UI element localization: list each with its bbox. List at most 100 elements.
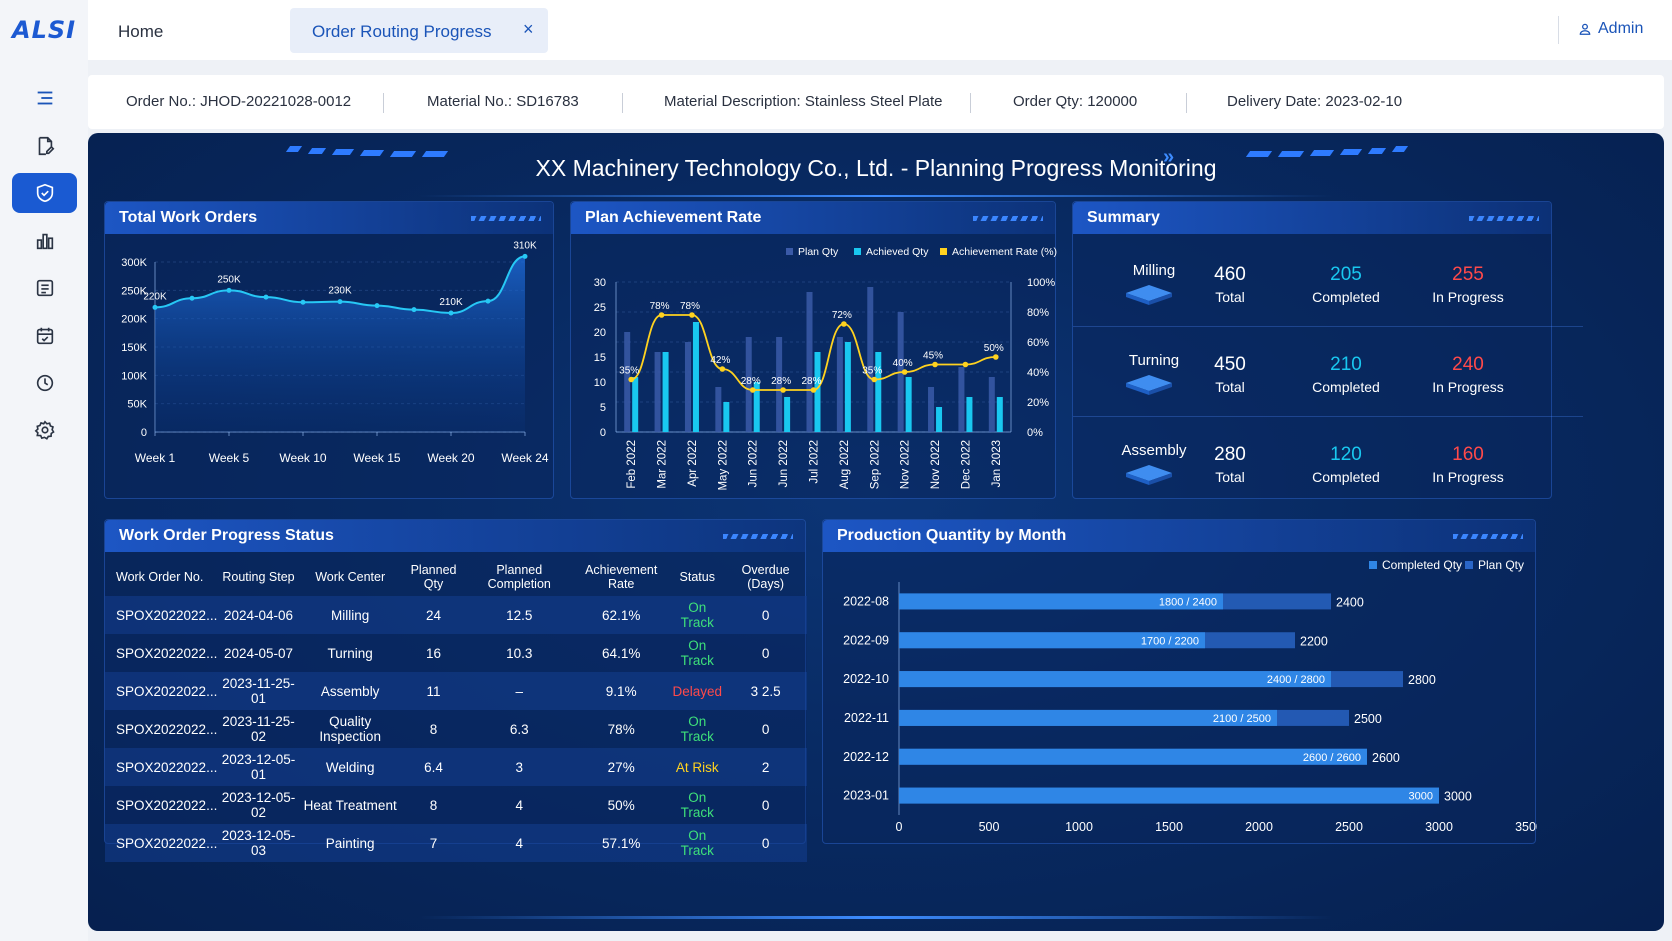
column-header[interactable]: Routing Step — [222, 570, 295, 584]
panel-title: Production Quantity by Month — [837, 527, 1067, 544]
column-header[interactable]: Work Order No. — [116, 570, 204, 584]
table-cell: 78% — [572, 710, 671, 748]
x-tick-label: Apr 2022 — [687, 440, 699, 487]
sidebar-item-reports[interactable] — [12, 221, 77, 261]
plan-achievement-chart: Plan Qty Achieved Qty Achievement Rate (%)… — [594, 246, 1057, 491]
panel-header: Summary — [1073, 202, 1551, 234]
divider — [1558, 16, 1559, 44]
column-header[interactable]: Work Center — [315, 570, 386, 584]
work-order-progress-panel: Work Order Progress Status Work Order No… — [104, 519, 807, 862]
total-value: 460 — [1214, 264, 1246, 285]
x-tick-label: 0 — [896, 820, 903, 834]
table-header-row: Work Order No. Routing Step Work Center Pla… — [105, 558, 807, 596]
completed-value: 210 — [1330, 354, 1362, 375]
status-badge: At Risk — [670, 748, 725, 786]
bar-plan — [624, 332, 631, 432]
sidebar-item-documents[interactable] — [12, 126, 77, 166]
column-header[interactable]: Planned Qty — [410, 563, 457, 591]
table-cell: 6.3 — [466, 710, 573, 748]
tab-order-routing-progress[interactable]: Order Routing Progress × — [290, 8, 548, 53]
sidebar-item-routing[interactable] — [12, 173, 77, 213]
table-cell: 16 — [400, 634, 467, 672]
table-cell: 9.1% — [572, 672, 671, 710]
tab-home[interactable]: Home — [118, 22, 164, 41]
order-qty-label: Order Qty: — [1013, 93, 1084, 110]
total-value: 280 — [1214, 444, 1246, 465]
y-tick-label: 0 — [600, 427, 606, 439]
in-progress-value: 160 — [1452, 444, 1484, 465]
clock-icon — [36, 374, 53, 392]
table-cell: 24 — [400, 596, 467, 634]
bar-completed — [899, 787, 1439, 804]
delivery-date-field: Delivery Date: 2023-02-10 — [1227, 93, 1402, 110]
table-cell: SPOX2022022... — [105, 710, 218, 748]
table-cell: 0 — [724, 786, 807, 824]
y-right-tick-label: 60% — [1027, 337, 1049, 349]
sidebar-item-history[interactable] — [12, 363, 77, 403]
header-decoration — [1453, 534, 1523, 539]
rate-label: 28% — [801, 376, 821, 387]
close-icon[interactable]: × — [523, 19, 534, 39]
bar-completed — [899, 593, 1223, 610]
order-no-value: JHOD-20221028-0012 — [200, 93, 352, 110]
rate-point — [871, 376, 878, 383]
table-row[interactable]: SPOX2022022... 2023-12-05-02 Heat Treatmen… — [105, 786, 807, 824]
table-cell: Assembly — [299, 672, 401, 710]
x-tick-label: 1000 — [1065, 820, 1093, 834]
bar-achieved — [966, 397, 973, 432]
panel-header: Production Quantity by Month — [823, 520, 1535, 552]
x-tick-label: Aug 2022 — [839, 440, 851, 489]
table-row[interactable]: SPOX2022022... 2023-11-25-02 Quality Inspe… — [105, 710, 807, 748]
divider — [1073, 416, 1583, 417]
bar-completed — [899, 632, 1205, 649]
sidebar-item-calendar[interactable] — [12, 316, 77, 356]
x-tick-label: Jun 2022 — [778, 440, 790, 487]
legend-label: Achieved Qty — [866, 246, 929, 258]
x-tick-label: Nov 2022 — [930, 440, 942, 489]
user-menu[interactable]: Admin — [1578, 20, 1643, 38]
data-point — [485, 298, 491, 304]
column-header[interactable]: Status — [679, 570, 715, 584]
column-header[interactable]: Planned Completion — [487, 563, 551, 591]
y-right-tick-label: 20% — [1027, 397, 1049, 409]
x-tick-label: 500 — [979, 820, 1000, 834]
rate-label: 78% — [680, 301, 700, 312]
table-cell: 2024-05-07 — [217, 634, 300, 672]
table-row[interactable]: SPOX2022022... 2023-12-05-01 Welding 6.4 3 27… — [105, 748, 807, 786]
divider — [383, 93, 384, 113]
order-no-label: Order No.: — [126, 93, 197, 110]
rate-point — [993, 354, 999, 360]
x-tick-label: Week 10 — [279, 451, 326, 465]
rate-point — [810, 387, 817, 393]
dashboard-title: XX Machinery Technology Co., Ltd. - Plan… — [535, 155, 1217, 181]
table-row[interactable]: SPOX2022022... 2024-04-06 Milling 24 12.5 62.… — [105, 596, 807, 634]
bar-label: 1800 / 2400 — [1159, 596, 1217, 608]
table-row[interactable]: SPOX2022022... 2024-05-07 Turning 16 10.3 64.… — [105, 634, 807, 672]
summary-row: Turning 450 Total 210 Completed 240 In Progres… — [1073, 326, 1583, 418]
bar-end-label: 2200 — [1300, 634, 1328, 648]
table-row[interactable]: SPOX2022022... 2023-11-25-01 Assembly 11–9.… — [105, 672, 807, 710]
bar-achieved — [875, 352, 882, 432]
data-point — [263, 294, 269, 300]
table-row[interactable]: SPOX2022022... 2023-12-05-03 Painting 7 4 57.… — [105, 824, 807, 862]
y-tick-label: 250K — [121, 285, 147, 297]
rate-label: 40% — [893, 358, 913, 369]
menu-toggle-button[interactable] — [12, 78, 77, 118]
shield-icon — [36, 183, 53, 203]
data-label: 210K — [439, 297, 463, 308]
cube-icon — [1126, 465, 1172, 485]
sidebar-item-settings[interactable] — [12, 410, 77, 450]
bar-completed — [899, 709, 1277, 726]
sidebar-item-tasks[interactable] — [12, 268, 77, 308]
bar-label: 2600 / 2600 — [1303, 752, 1361, 764]
x-tick-label: Feb 2022 — [626, 440, 638, 489]
table-cell: 0 — [724, 596, 807, 634]
bar-achieved — [814, 352, 821, 432]
x-tick-label: Jan 2023 — [991, 440, 1003, 487]
divider — [622, 93, 623, 113]
table-cell: 2024-04-06 — [217, 596, 300, 634]
rate-label: 42% — [710, 355, 730, 366]
column-header[interactable]: Overdue (Days) — [741, 563, 790, 591]
table-cell: Heat Treatment — [299, 786, 401, 824]
column-header[interactable]: Achievement Rate — [585, 563, 658, 591]
